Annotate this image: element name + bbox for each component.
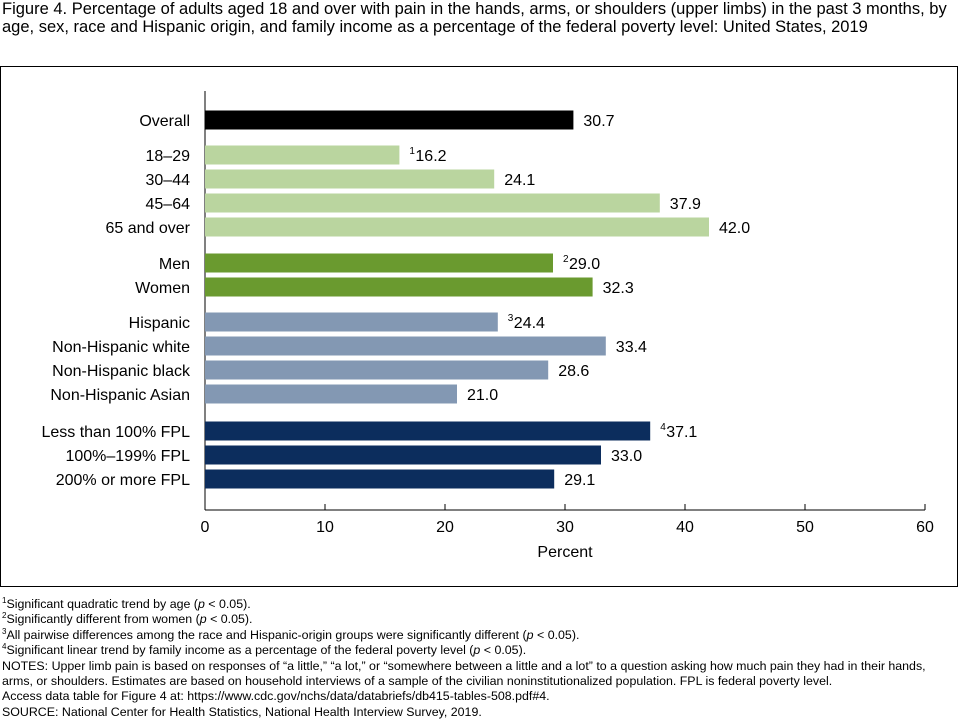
data-label: 29.1 [564,472,595,489]
category-label: Non-Hispanic black [52,363,191,380]
category-label: 30–44 [146,172,191,189]
bar [205,312,498,332]
x-tick-label: 50 [796,519,814,536]
bar [205,336,606,356]
x-tick-label: 10 [316,519,334,536]
footnotes: 1Significant quadratic trend by age (p <… [2,595,957,720]
data-label: 28.6 [558,363,589,380]
category-label: Non-Hispanic white [52,339,190,356]
data-label: 33.4 [616,339,647,356]
x-tick-label: 60 [916,519,934,536]
bar [205,169,495,189]
data-label: 16.2 [415,148,446,165]
x-tick-label: 0 [201,519,210,536]
category-label: Non-Hispanic Asian [50,387,190,404]
chart-frame [0,66,958,587]
footnote-marker: 4 [660,422,666,433]
x-tick-label: 30 [556,519,574,536]
category-label: 65 and over [105,220,190,237]
footnote-3: 3All pairwise differences among the race… [2,626,580,642]
footnote-marker: 1 [409,146,415,157]
category-label: 18–29 [146,148,191,165]
category-label: Overall [139,113,190,130]
data-label: 37.1 [666,424,697,441]
category-label: 200% or more FPL [56,472,190,489]
data-label: 29.0 [569,256,600,273]
bar [205,360,549,380]
access-text: Access data table for Figure 4 at: https… [2,689,550,704]
data-label: 32.3 [603,280,634,297]
category-label: Women [135,280,190,297]
footnote-marker: 3 [508,313,514,324]
source-text: SOURCE: National Center for Health Stati… [2,704,482,719]
category-label: Men [159,256,190,273]
data-label: 37.9 [670,196,701,213]
data-label: 33.0 [611,448,642,465]
x-tick-label: 20 [436,519,454,536]
footnote-marker: 2 [563,254,569,265]
footnote-1: 1Significant quadratic trend by age (p <… [2,595,251,611]
category-label: Less than 100% FPL [41,424,190,441]
footnote-2: 2Significantly different from women (p <… [2,611,253,627]
notes-text: NOTES: Upper limb pain is based on respo… [2,658,926,689]
bar [205,253,553,273]
bar [205,193,660,213]
bar [205,469,555,489]
category-label: 45–64 [146,196,191,213]
bar [205,145,400,165]
x-tick-label: 40 [676,519,694,536]
x-axis-title: Percent [537,544,593,561]
category-label: 100%–199% FPL [65,448,190,465]
bar [205,384,457,404]
footnote-4: 4Significant linear trend by family inco… [2,642,527,658]
data-label: 24.4 [514,315,545,332]
data-label: 42.0 [719,220,750,237]
data-label: 21.0 [467,387,498,404]
data-label: 30.7 [583,113,614,130]
bar-chart: 0 10 20 30 40 50 60 Percent Overall 30.7 18–29 1 16.… [41,91,934,561]
category-label: Hispanic [129,315,190,332]
bar [205,277,593,297]
bar [205,110,574,130]
data-label: 24.1 [504,172,535,189]
bar [205,217,709,237]
bar [205,421,651,441]
figure-title: Figure 4. Percentage of adults aged 18 a… [2,0,947,36]
bar [205,445,601,465]
